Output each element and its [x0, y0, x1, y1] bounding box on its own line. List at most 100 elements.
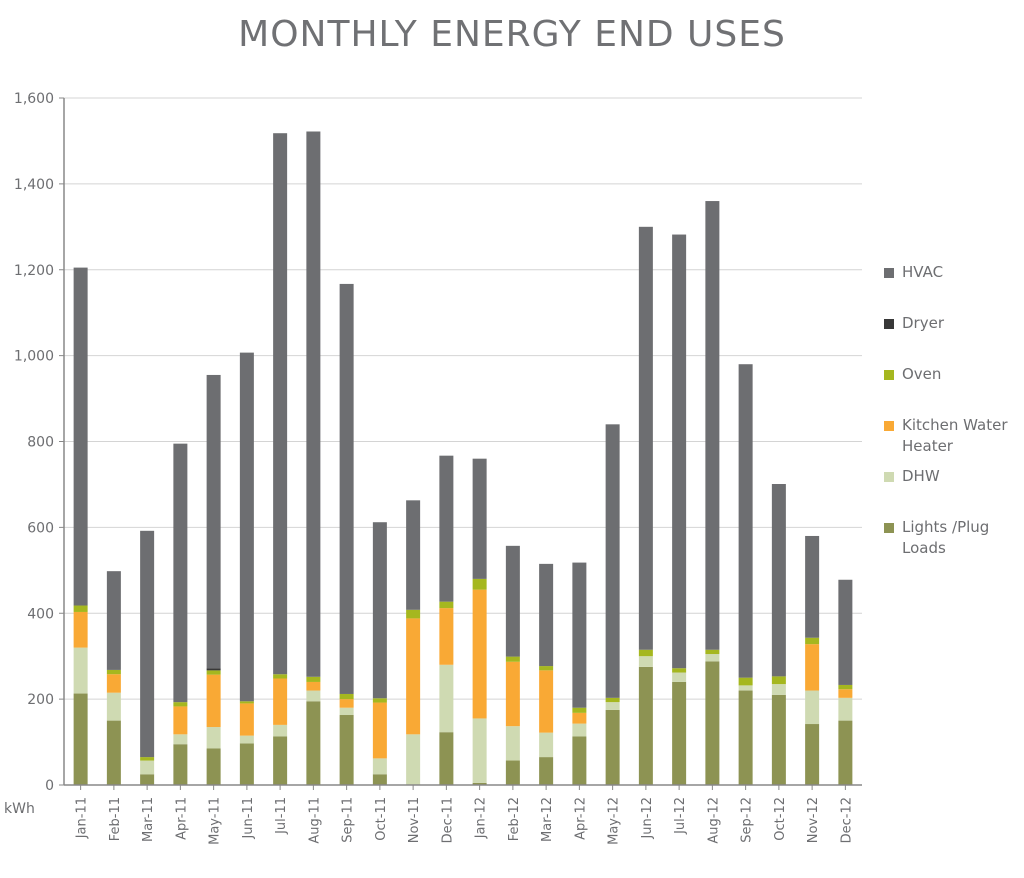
bar-segment-hvac	[505, 545, 520, 657]
y-tick-label: 800	[27, 435, 54, 451]
bar-segment-hvac	[705, 201, 720, 650]
bar-segment-oven	[605, 697, 620, 703]
bar-segment-hvac	[771, 484, 786, 677]
bar-segment-oven	[239, 701, 254, 704]
bar-segment-kitchen-water-heater	[173, 706, 188, 735]
bar-segment-oven	[206, 670, 221, 675]
bar-segment-oven	[805, 637, 820, 645]
bar-segment-oven	[372, 698, 387, 703]
x-tick-label: Apr-12	[573, 797, 588, 840]
bar-segment-kitchen-water-heater	[239, 703, 254, 736]
bar-segment-dhw	[372, 758, 387, 775]
bar-segment-hvac	[173, 443, 188, 703]
bar-segment-dhw	[206, 727, 221, 749]
x-tick-label: Nov-11	[407, 797, 422, 843]
x-tick-label: Dec-12	[839, 797, 854, 843]
bar-segment-lights-plug-loads	[838, 720, 853, 785]
bar-segment-kitchen-water-heater	[306, 681, 321, 691]
x-tick-label: Oct-12	[773, 797, 788, 841]
bar-segment-kitchen-water-heater	[273, 678, 288, 725]
bar-segment-dhw	[106, 692, 121, 721]
bar-segment-oven	[106, 669, 121, 675]
bar-segment-dhw	[539, 732, 554, 758]
bar-segment-lights-plug-loads	[705, 661, 720, 785]
bar-segment-hvac	[140, 530, 155, 758]
bar-segment-lights-plug-loads	[140, 774, 155, 785]
y-tick-label: 200	[27, 692, 54, 708]
bar-segment-hvac	[306, 131, 321, 677]
bar-segment-lights-plug-loads	[638, 666, 653, 785]
bar-segment-lights-plug-loads	[273, 736, 288, 785]
bar-segment-dhw	[771, 684, 786, 695]
bar-segment-hvac	[239, 352, 254, 702]
bar-segment-dhw	[605, 702, 620, 710]
legend-item-hvac: HVAC	[884, 262, 1024, 313]
bar-segment-dhw	[505, 726, 520, 761]
bar-segment-oven	[638, 649, 653, 657]
bar-segment-dhw	[406, 734, 421, 785]
bar-segment-oven	[705, 649, 720, 655]
bar-segment-lights-plug-loads	[73, 693, 88, 785]
legend: HVAC Dryer Oven Kitchen Water Heater DHW Ligh…	[884, 262, 1024, 568]
y-tick-label: 400	[27, 606, 54, 622]
bars	[73, 131, 853, 785]
bar-segment-oven	[173, 702, 188, 707]
x-tick-label: Dec-11	[440, 797, 455, 843]
bar-segment-oven	[306, 676, 321, 682]
bar-segment-hvac	[572, 562, 587, 708]
legend-swatch	[884, 472, 894, 482]
bar-segment-oven	[406, 609, 421, 619]
bar-segment-lights-plug-loads	[239, 743, 254, 785]
x-tick-label: Apr-11	[174, 797, 189, 840]
x-tick-label: Jan-11	[75, 797, 90, 839]
x-tick-label: Feb-12	[507, 797, 522, 841]
bar-segment-lights-plug-loads	[805, 724, 820, 785]
x-tick-label: Jun-12	[640, 797, 655, 840]
bar-segment-lights-plug-loads	[106, 720, 121, 785]
legend-item-dhw: DHW	[884, 466, 1024, 517]
bar-segment-lights-plug-loads	[439, 732, 454, 785]
bar-segment-kitchen-water-heater	[406, 618, 421, 735]
bar-segment-hvac	[838, 579, 853, 685]
bar-segment-dhw	[805, 690, 820, 725]
bar-segment-dryer	[206, 668, 221, 671]
legend-label: Oven	[902, 365, 942, 383]
legend-label: DHW	[902, 467, 940, 485]
bar-segment-hvac	[372, 522, 387, 699]
bar-segment-dhw	[672, 672, 687, 682]
legend-swatch	[884, 421, 894, 431]
legend-swatch	[884, 370, 894, 380]
x-tick-label: Aug-12	[706, 797, 721, 844]
y-tick-label: 600	[27, 520, 54, 536]
legend-item-dryer: Dryer	[884, 313, 1024, 364]
bar-segment-kitchen-water-heater	[805, 644, 820, 691]
bar-segment-kitchen-water-heater	[439, 608, 454, 665]
bar-segment-hvac	[805, 535, 820, 638]
legend-swatch	[884, 319, 894, 329]
x-tick-label: Jun-11	[241, 797, 256, 840]
bar-segment-kitchen-water-heater	[206, 674, 221, 728]
legend-item-kitchen-water-heater: Kitchen Water Heater	[884, 415, 1024, 466]
bar-segment-kitchen-water-heater	[505, 661, 520, 727]
x-tick-label: Aug-11	[307, 797, 322, 844]
y-tick-label: 1,000	[14, 349, 54, 365]
bar-segment-hvac	[738, 364, 753, 678]
y-tick-label: 1,400	[14, 177, 54, 193]
bar-segment-dhw	[838, 697, 853, 721]
bar-segment-kitchen-water-heater	[572, 712, 587, 724]
bar-segment-hvac	[206, 374, 221, 669]
x-tick-label: May-11	[208, 797, 223, 845]
bar-segment-lights-plug-loads	[339, 715, 354, 785]
bar-segment-lights-plug-loads	[672, 681, 687, 785]
legend-swatch	[884, 268, 894, 278]
legend-item-oven: Oven	[884, 364, 1024, 415]
x-tick-label: Nov-12	[806, 797, 821, 843]
bar-segment-oven	[273, 674, 288, 679]
bar-segment-kitchen-water-heater	[539, 670, 554, 733]
legend-swatch	[884, 523, 894, 533]
bar-segment-oven	[339, 693, 354, 700]
bar-segment-oven	[439, 601, 454, 609]
bar-segment-lights-plug-loads	[505, 760, 520, 785]
bar-segment-dhw	[173, 734, 188, 745]
